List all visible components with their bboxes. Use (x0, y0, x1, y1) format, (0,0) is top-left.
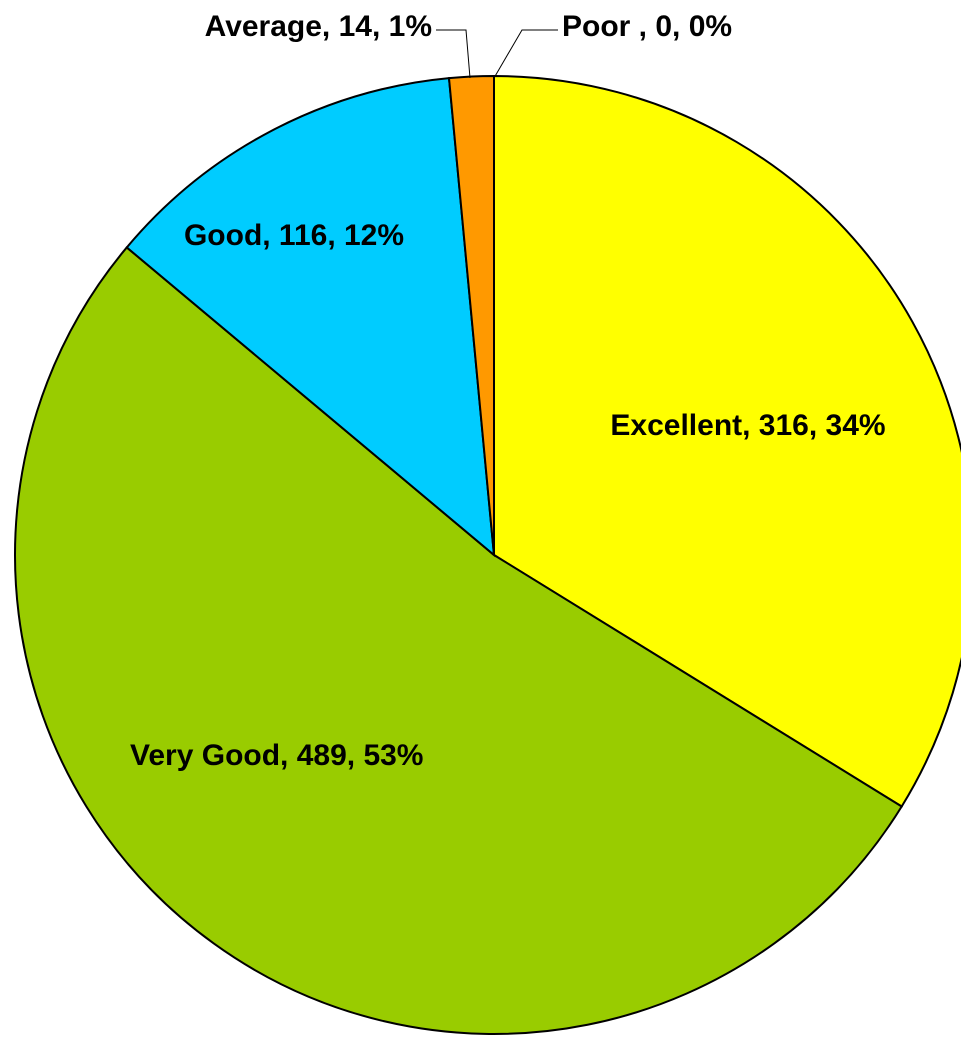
pie (14, 74, 961, 1036)
pie-slice (125, 77, 496, 558)
pie-slice (493, 74, 961, 808)
data-labels: Excellent, 316, 34% Very Good, 489, 53% Go… (130, 10, 886, 772)
pie-slice (14, 246, 904, 1036)
data-label: Excellent, 316, 34% (610, 409, 885, 442)
leader-line (436, 29, 471, 79)
data-label: Good, 116, 12% (184, 219, 404, 252)
data-label: Poor , 0, 0% (562, 10, 732, 43)
leader-line (493, 29, 558, 79)
data-label: Average, 14, 1% (205, 10, 432, 43)
data-label: Very Good, 489, 53% (130, 739, 423, 772)
